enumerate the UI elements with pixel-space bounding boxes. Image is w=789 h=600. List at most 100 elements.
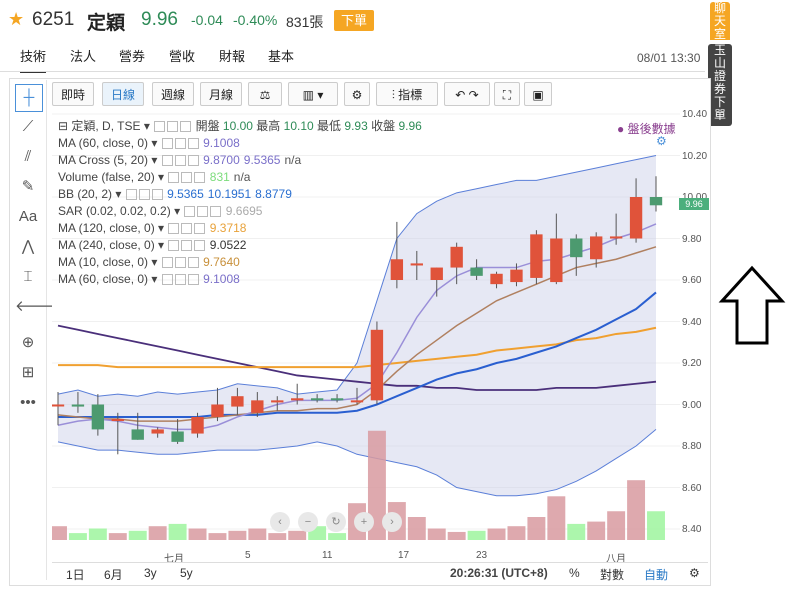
fullscreen-icon[interactable]: ⛶ [494, 82, 520, 106]
legend-row-controls[interactable]: ▾ [155, 170, 210, 184]
candle-body [191, 416, 204, 434]
range-1d[interactable]: 1日 [66, 568, 85, 582]
chart-type-dropdown[interactable]: ▥ ▾ [288, 82, 338, 106]
ma-line-ma_blue [58, 291, 657, 418]
tab-weekly[interactable]: 週線 [152, 82, 194, 106]
legend-row[interactable]: SAR (0.02, 0.02, 0.2) ▾ 9.6695 [58, 203, 266, 220]
y-tick-label: 10.20 [682, 150, 708, 162]
candle-body [291, 398, 304, 401]
legend-row[interactable]: MA Cross (5, 20) ▾ 9.8700 9.5365 n/a [58, 152, 305, 169]
camera-icon[interactable]: ▣ [524, 82, 552, 106]
range-3y[interactable]: 3y [144, 566, 157, 580]
volume-bar [547, 496, 566, 540]
compare-icon[interactable]: ⚖ [248, 82, 282, 106]
after-hours-link[interactable]: ● 盤後數據 [617, 120, 676, 137]
legend-row-label: MA (60, close, 0) [58, 272, 149, 286]
y-tick-label: 9.80 [682, 233, 702, 245]
indicators-button[interactable]: ⫶ 指標 [376, 82, 438, 106]
tab-daily[interactable]: 日線 [102, 82, 144, 106]
volume-bar [507, 526, 526, 540]
legend-main[interactable]: ⊟ 定穎, D, TSE ▾ 開盤 10.00 最高 10.10 最低 9.93… [58, 119, 422, 133]
tab-monthly[interactable]: 月線 [200, 82, 242, 106]
legend-row[interactable]: MA (10, close, 0) ▾ 9.7640 [58, 254, 244, 271]
legend-row[interactable]: MA (60, close, 0) ▾ 9.1008 [58, 135, 244, 152]
legend-row[interactable]: BB (20, 2) ▾ 9.5365 10.1951 8.8779 [58, 186, 296, 203]
chatroom-char: 室 [713, 27, 726, 41]
nav-divider [0, 71, 705, 72]
esun-order-char: 下 [713, 95, 726, 109]
legend-row-controls[interactable]: ▾ [155, 221, 210, 235]
tab-basic[interactable]: 基本 [268, 49, 295, 64]
legend-row-controls[interactable]: ▾ [148, 153, 203, 167]
auto-toggle[interactable]: 自動 [644, 568, 669, 582]
legend-row[interactable]: MA (240, close, 0) ▾ 9.0522 [58, 237, 250, 254]
legend-row-controls[interactable]: ▾ [155, 238, 210, 252]
gear-icon[interactable]: ⚙ [656, 134, 667, 148]
chatroom-button[interactable]: 聊 天 室 [710, 2, 730, 41]
log-toggle[interactable]: 對數 [600, 568, 625, 582]
candle-body [590, 236, 603, 260]
legend-close-icon[interactable] [180, 121, 192, 133]
volume-bar [188, 528, 207, 540]
percent-toggle[interactable]: % [569, 566, 580, 580]
measure-icon[interactable]: ⌶ [23, 268, 33, 285]
legend-row-controls[interactable]: ▾ [112, 187, 167, 201]
zoom-in-icon[interactable]: + [354, 512, 374, 532]
legend-row-value: 9.8700 [203, 153, 240, 167]
bollinger-upper [57, 155, 657, 397]
esun-order-button[interactable]: 玉 山 證 券 下 單 [708, 44, 732, 126]
fib-tool-icon[interactable]: ⫽ [24, 148, 32, 165]
crosshair-icon[interactable]: ┼ [15, 84, 43, 112]
volume-bar [407, 517, 426, 540]
legend-row[interactable]: MA (120, close, 0) ▾ 9.3718 [58, 220, 250, 237]
settings-icon[interactable]: ⚙ [344, 82, 370, 106]
legend-row-controls[interactable]: ▾ [171, 204, 226, 218]
order-button[interactable]: 下單 [334, 10, 374, 31]
footer-settings-icon[interactable]: ⚙ [689, 566, 700, 580]
legend-row[interactable]: MA (60, close, 0) ▾ 9.1008 [58, 271, 244, 288]
tab-intraday[interactable]: 即時 [52, 82, 94, 106]
legend-row-value: 9.1008 [203, 272, 240, 286]
arrow-left-icon[interactable]: 🡐 [15, 298, 56, 315]
legend-settings-icon[interactable] [167, 121, 179, 133]
legend-row-controls[interactable]: ▾ [148, 255, 203, 269]
volume-bar [68, 533, 87, 540]
legend-low-label: 最低 [317, 119, 342, 133]
pattern-icon[interactable]: ⋀ [21, 238, 35, 255]
favorite-star-icon[interactable]: ★ [8, 9, 25, 29]
legend-eye-icon[interactable] [154, 121, 166, 133]
zoom-out-icon[interactable]: − [298, 512, 318, 532]
text-tool-icon[interactable]: Aa [18, 208, 38, 225]
legend-row[interactable]: Volume (false, 20) ▾ 831 n/a [58, 169, 254, 186]
ma-line-ma_purple [57, 324, 657, 391]
zoom-in-icon[interactable]: ⊕ [21, 334, 35, 351]
range-6m[interactable]: 6月 [104, 568, 123, 582]
legend-row-controls[interactable]: ▾ [148, 136, 203, 150]
esun-order-char: 山 [713, 56, 726, 70]
last-price-marker: 9.96 [679, 198, 709, 210]
ruler-icon[interactable]: ⊞ [21, 364, 35, 381]
scroll-right-icon[interactable]: › [382, 512, 402, 532]
y-tick-label: 10.40 [682, 109, 708, 120]
more-icon[interactable]: ••• [20, 394, 36, 411]
tab-institutional[interactable]: 法人 [70, 49, 97, 64]
tab-technical[interactable]: 技術 [20, 46, 47, 73]
tab-margin[interactable]: 營券 [119, 49, 146, 64]
range-5y[interactable]: 5y [180, 566, 193, 580]
esun-order-char: 證 [713, 69, 726, 83]
trendline-icon[interactable]: ⟋ [22, 118, 34, 135]
scroll-left-icon[interactable]: ‹ [270, 512, 290, 532]
x-tick-label: 17 [398, 550, 410, 561]
legend-symbol: 定穎, D, TSE [71, 119, 141, 133]
brush-icon[interactable]: ✎ [21, 178, 35, 195]
legend-row-label: SAR (0.02, 0.02, 0.2) [58, 204, 171, 218]
legend-toggle-icon[interactable]: ⊟ [58, 119, 72, 133]
reset-icon[interactable]: ↻ [326, 512, 346, 532]
tab-revenue[interactable]: 營收 [169, 49, 196, 64]
legend-row-controls[interactable]: ▾ [148, 272, 203, 286]
tab-financials[interactable]: 財報 [219, 49, 246, 64]
volume-bar [52, 526, 67, 540]
undo-redo-button[interactable]: ↶ ↷ [444, 82, 490, 106]
chart-nav-controls: ‹ − ↻ + › [270, 512, 450, 534]
legend-row-value: 8.8779 [255, 187, 292, 201]
